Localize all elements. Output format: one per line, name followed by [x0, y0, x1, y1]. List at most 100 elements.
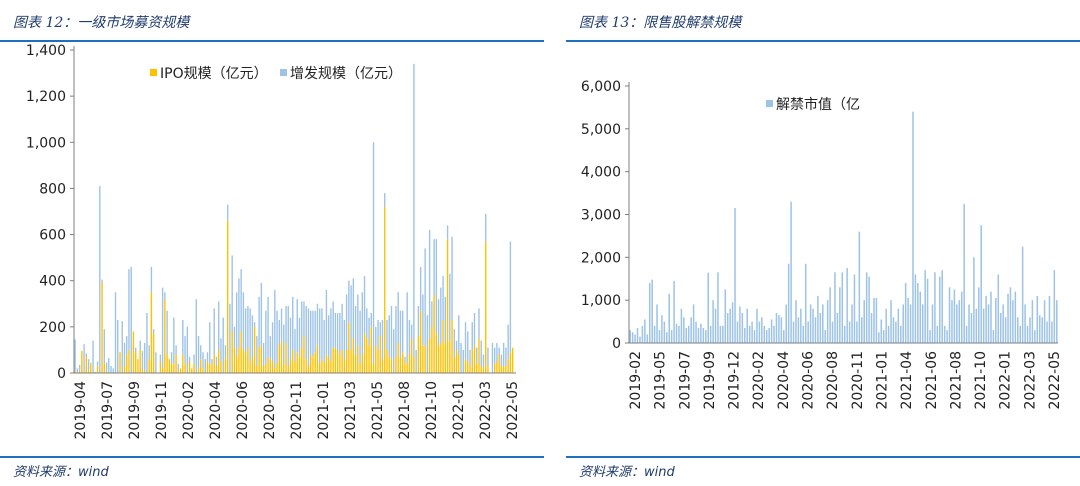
bar-seo: [408, 319, 411, 355]
source-label: 资料来源：: [13, 465, 79, 480]
bar-ipo: [433, 294, 435, 373]
bar-ipo: [108, 371, 110, 373]
bar-seo: [307, 308, 310, 367]
bar-unlock: [763, 325, 766, 343]
bar-ipo: [498, 354, 500, 373]
bar-unlock: [868, 276, 870, 343]
bar-seo: [404, 356, 406, 362]
title-rule: [0, 40, 544, 42]
bar-unlock: [802, 325, 805, 343]
bar-ipo: [323, 361, 325, 373]
x-tick-label: 2020-11: [289, 381, 305, 440]
bar-seo: [386, 319, 388, 350]
bar-unlock: [744, 328, 746, 343]
source-value: wind: [644, 465, 675, 480]
source-rule: [0, 456, 544, 458]
bar-seo: [231, 255, 233, 332]
bar-seo: [370, 313, 372, 327]
bar-unlock: [890, 300, 892, 343]
bar-ipo: [375, 345, 377, 373]
bar-unlock: [887, 325, 890, 343]
source-value: wind: [78, 465, 109, 480]
bar-seo: [235, 292, 238, 357]
bar-ipo: [332, 347, 334, 373]
bar-ipo: [345, 349, 348, 373]
bar-ipo: [74, 370, 76, 373]
bar-ipo: [235, 356, 238, 373]
bar-seo: [422, 294, 424, 346]
bar-unlock: [1043, 300, 1046, 343]
bar-ipo: [289, 359, 292, 373]
bar-ipo: [168, 359, 171, 373]
bar-unlock: [880, 319, 883, 343]
bar-ipo: [372, 363, 375, 373]
bar-unlock: [936, 325, 939, 343]
bar-seo: [139, 340, 141, 350]
bar-unlock: [995, 298, 997, 343]
bar-seo: [375, 326, 377, 346]
bar-seo: [469, 349, 471, 367]
y-tick-label: 1,400: [26, 43, 66, 59]
bar-seo: [159, 354, 162, 362]
bar-ipo: [397, 343, 399, 373]
bar-ipo: [458, 354, 460, 373]
bar-unlock: [768, 328, 770, 343]
bar-seo: [103, 329, 105, 364]
bar-unlock: [780, 317, 783, 343]
bar-unlock: [865, 272, 868, 343]
x-tick-label: 2021-06: [924, 351, 940, 410]
bar-unlock: [1041, 317, 1043, 343]
bar-ipo: [137, 359, 139, 373]
bar-ipo: [287, 366, 289, 373]
bar-unlock: [987, 304, 990, 343]
bar-seo: [298, 317, 301, 357]
bar-ipo: [253, 326, 256, 373]
bar-unlock: [687, 325, 690, 343]
bar-seo: [292, 296, 294, 350]
bar-seo: [200, 345, 202, 360]
bar-unlock: [1004, 317, 1007, 343]
bar-seo: [146, 313, 148, 373]
bar-unlock: [800, 308, 802, 343]
bar-unlock: [912, 111, 914, 343]
bar-ipo: [511, 347, 514, 373]
bar-ipo: [419, 310, 422, 373]
bar-seo: [283, 324, 285, 364]
bar-unlock: [843, 325, 846, 343]
bar-ipo: [500, 366, 503, 373]
bar-unlock: [841, 272, 844, 343]
bar-seo: [397, 292, 399, 344]
bar-seo: [352, 278, 355, 339]
bar-ipo: [402, 352, 404, 373]
bar-unlock: [980, 225, 982, 343]
bar-ipo: [343, 359, 346, 373]
bar-ipo: [471, 349, 473, 373]
bar-ipo: [357, 345, 359, 373]
bar-ipo: [321, 359, 323, 373]
bar-ipo: [242, 349, 245, 373]
bar-unlock: [807, 321, 809, 343]
bar-ipo: [164, 299, 166, 373]
bar-ipo: [467, 361, 469, 373]
bar-unlock: [707, 272, 709, 343]
bar-seo: [224, 345, 227, 360]
bar-unlock: [870, 313, 873, 343]
bar-seo: [238, 278, 240, 348]
bar-unlock: [921, 304, 924, 343]
bar-unlock: [741, 313, 744, 343]
x-tick-label: 2020-08: [825, 351, 841, 410]
bar-unlock: [722, 325, 724, 343]
bar-unlock: [726, 313, 729, 343]
bar-ipo: [258, 347, 260, 373]
bar-seo: [126, 336, 128, 355]
bar-unlock: [646, 334, 649, 343]
bar-seo: [473, 313, 476, 346]
bar-seo: [350, 285, 352, 350]
bar-unlock: [724, 289, 727, 343]
bar-ipo: [478, 338, 480, 373]
bar-unlock: [644, 319, 646, 343]
bar-ipo: [166, 354, 168, 373]
left-chart-panel: 图表 12：一级市场募资规模 0 200 400 600 800 1,000 1,200 1,…: [0, 15, 544, 480]
bar-seo: [341, 303, 343, 350]
y-tick-label: 3,000: [581, 208, 621, 224]
